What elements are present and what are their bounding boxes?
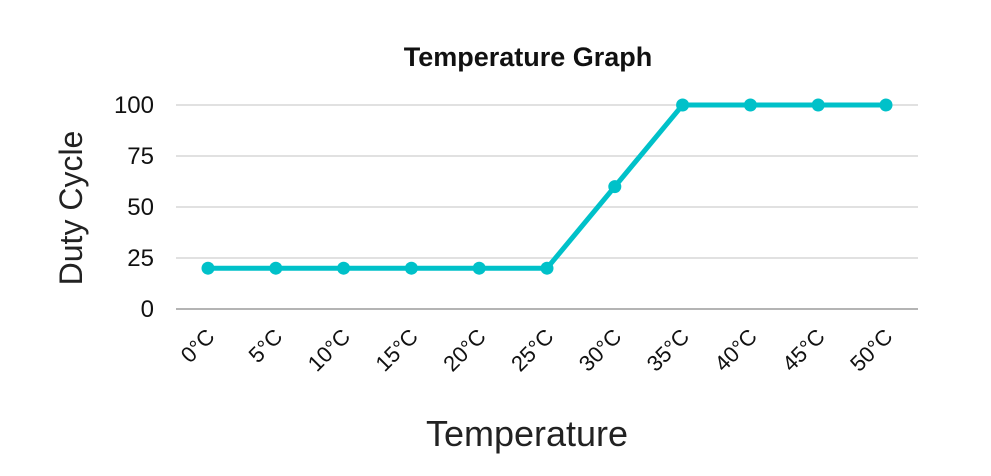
data-point-7 — [676, 98, 690, 112]
y-axis-ticks: 0 25 50 75 100 — [114, 92, 154, 323]
gridlines — [176, 104, 918, 310]
data-point-0 — [201, 261, 215, 275]
data-point-6 — [608, 180, 622, 194]
x-tick-label-2: 10°C — [303, 324, 356, 377]
x-tick-label-4: 20°C — [438, 324, 491, 377]
y-tick-label-75: 75 — [127, 143, 154, 170]
x-axis-ticks: 0°C 5°C 10°C 15°C 20°C 25°C 30°C 35°C 40°C 45°C 50… — [176, 324, 898, 377]
data-point-3 — [404, 261, 418, 275]
x-tick-label-9: 45°C — [777, 324, 830, 377]
series-line-0 — [205, 102, 889, 271]
x-tick-label-10: 50°C — [845, 324, 898, 377]
series-layer — [201, 98, 893, 275]
chart-title: Temperature Graph — [404, 42, 653, 72]
x-tick-label-6: 30°C — [574, 324, 627, 377]
y-tick-label-0: 0 — [141, 296, 154, 323]
y-tick-label-25: 25 — [127, 245, 154, 272]
x-tick-label-5: 25°C — [506, 324, 559, 377]
x-tick-label-0: 0°C — [176, 324, 220, 368]
data-point-9 — [811, 98, 825, 112]
data-point-1 — [269, 261, 283, 275]
y-tick-label-100: 100 — [114, 92, 154, 119]
x-tick-label-3: 15°C — [370, 324, 423, 377]
data-point-8 — [743, 98, 757, 112]
x-tick-label-8: 40°C — [709, 324, 762, 377]
x-axis-label: Temperature — [426, 413, 628, 454]
x-tick-label-7: 35°C — [642, 324, 695, 377]
x-tick-label-1: 5°C — [244, 324, 288, 368]
data-point-2 — [337, 261, 351, 275]
y-tick-label-50: 50 — [127, 194, 154, 221]
y-axis-label: Duty Cycle — [53, 131, 89, 286]
data-point-4 — [472, 261, 486, 275]
data-point-5 — [540, 261, 554, 275]
data-point-10 — [879, 98, 893, 112]
